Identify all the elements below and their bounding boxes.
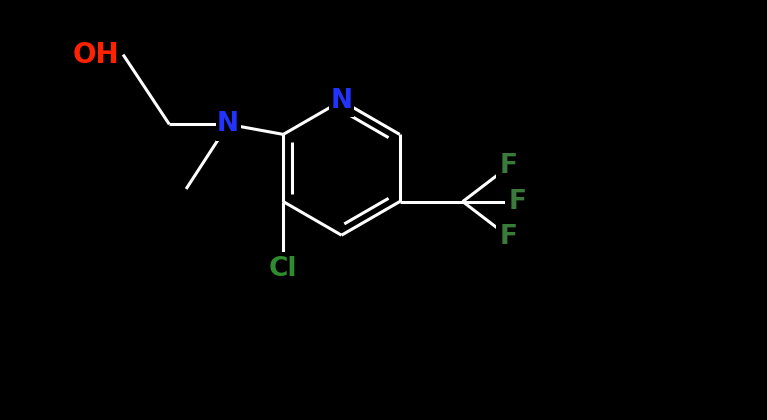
Text: N: N <box>217 111 239 137</box>
Bar <box>49 37 97 72</box>
Text: N: N <box>331 88 353 114</box>
Text: OH: OH <box>73 41 120 68</box>
Bar <box>496 150 522 183</box>
Bar <box>329 84 354 117</box>
Text: F: F <box>500 224 518 250</box>
Text: Cl: Cl <box>269 256 298 282</box>
Bar <box>216 108 241 141</box>
Text: F: F <box>500 153 518 179</box>
Bar <box>496 220 522 253</box>
Text: F: F <box>509 189 526 215</box>
Bar <box>505 185 530 218</box>
Bar <box>261 252 306 285</box>
